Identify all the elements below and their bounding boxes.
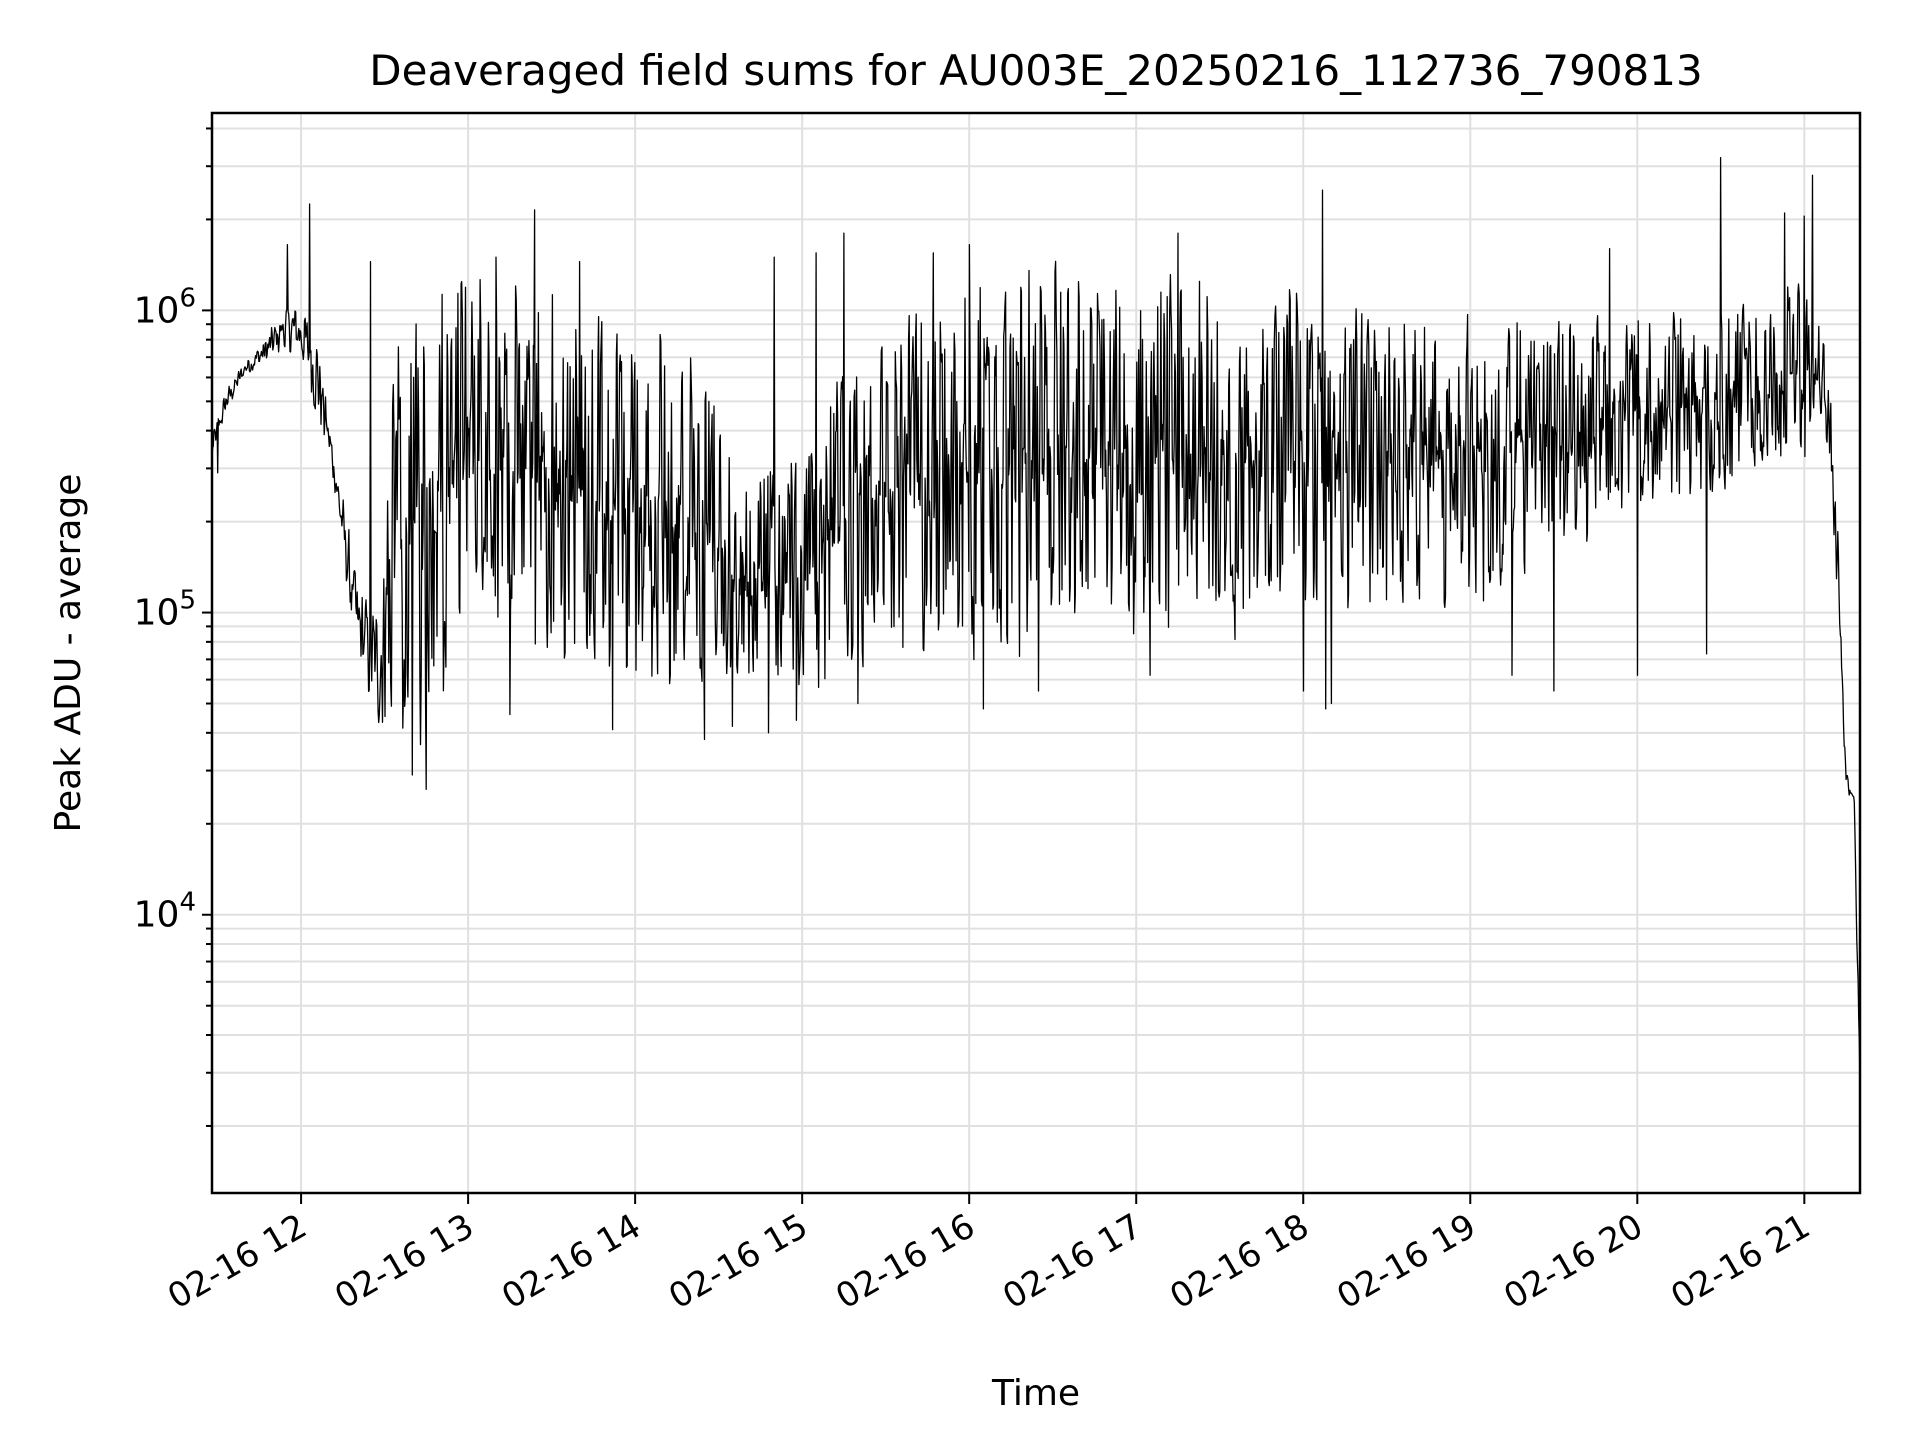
x-tick-label: 02-16 19	[1330, 1206, 1482, 1317]
x-tick-label: 02-16 14	[495, 1206, 647, 1317]
x-axis-label: Time	[991, 1373, 1080, 1414]
tick-layer: 02-16 12 02-16 13 02-16 14 02-16 15 02-16 16…	[134, 127, 1817, 1317]
y-tick-label: 104	[134, 888, 196, 936]
x-tick-label: 02-16 20	[1497, 1206, 1649, 1317]
x-tick-label: 02-16 18	[1163, 1206, 1315, 1317]
grid-layer	[212, 113, 1860, 1193]
y-tick-label: 106	[134, 283, 196, 331]
x-tick-label: 02-16 17	[996, 1206, 1148, 1317]
data-layer	[211, 157, 1861, 1085]
series-line	[211, 157, 1861, 1085]
x-tick-label: 02-16 15	[662, 1206, 814, 1317]
y-tick-label: 105	[134, 586, 196, 634]
x-tick-label: 02-16 13	[328, 1206, 480, 1317]
x-tick-label: 02-16 21	[1664, 1206, 1816, 1317]
chart-title: Deaveraged field sums for AU003E_2025021…	[369, 46, 1702, 95]
x-tick-label: 02-16 16	[829, 1206, 981, 1317]
plot-frame	[210, 111, 1862, 1195]
x-tick-label: 02-16 12	[161, 1206, 313, 1317]
y-axis-label: Peak ADU - average	[48, 474, 89, 833]
